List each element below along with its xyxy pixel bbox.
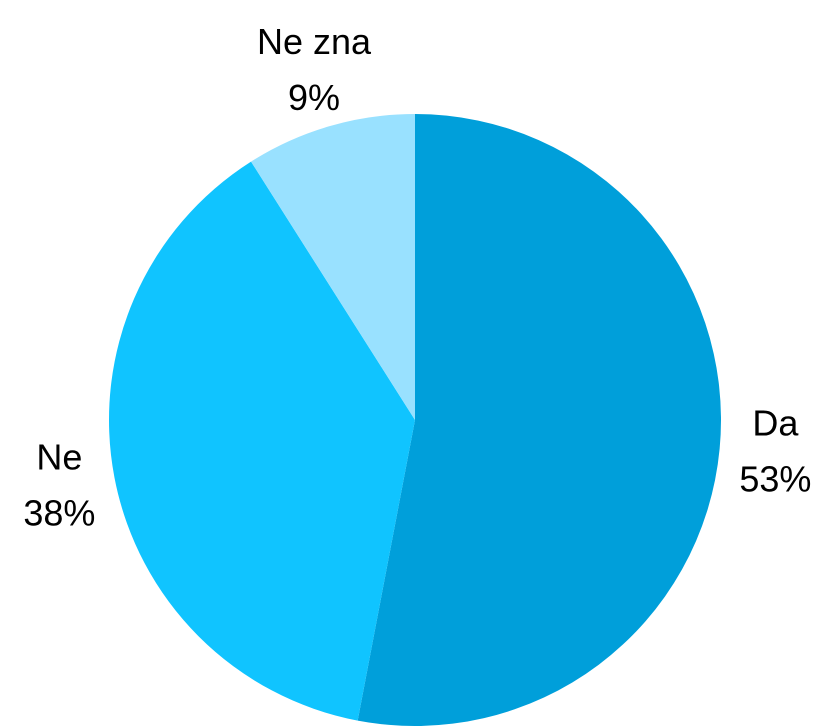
slice-category-label: Ne zna	[257, 21, 372, 62]
pie-slice	[109, 161, 415, 721]
slice-value-label: 38%	[23, 492, 95, 533]
slice-category-label: Da	[752, 403, 799, 444]
slice-value-label: 9%	[288, 77, 340, 118]
pie-slice	[251, 114, 415, 420]
slice-value-label: 53%	[739, 459, 811, 500]
pie-slice	[357, 114, 722, 726]
slice-category-label: Ne	[36, 436, 82, 477]
